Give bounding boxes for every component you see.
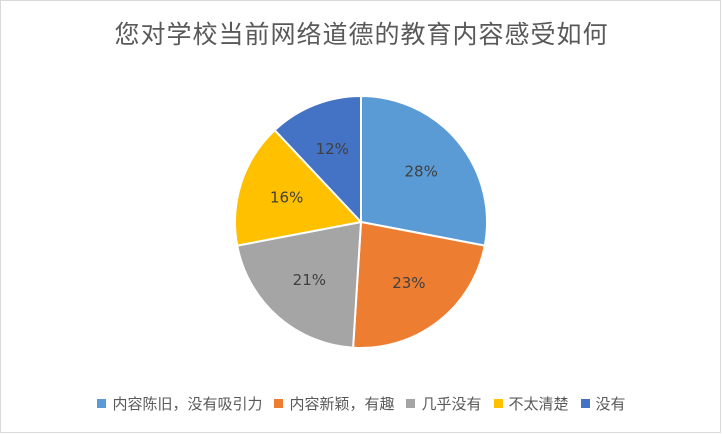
legend-label: 不太清楚 <box>508 395 569 413</box>
legend-item: 内容陈旧，没有吸引力 <box>97 393 262 414</box>
pie-slice <box>360 94 488 247</box>
chart-title: 您对学校当前网络道德的教育内容感受如何 <box>114 20 609 49</box>
slice-data-label: 16% <box>270 188 303 206</box>
pie-slice <box>234 128 363 247</box>
legend-item: 没有 <box>580 393 626 414</box>
legend-label: 内容陈旧，没有吸引力 <box>112 395 263 413</box>
legend-item: 几乎没有 <box>406 393 482 414</box>
legend-swatch <box>274 399 284 408</box>
slice-data-label: 28% <box>405 163 438 181</box>
legend: 内容陈旧，没有吸引力 内容新颖，有趣 几乎没有 不太清楚 没有 <box>1 393 722 414</box>
legend-swatch <box>580 399 590 408</box>
slice-data-label: 21% <box>293 271 326 289</box>
legend-item: 内容新颖，有趣 <box>274 393 394 414</box>
legend-swatch <box>493 399 503 408</box>
legend-label: 几乎没有 <box>421 395 482 413</box>
legend-item: 不太清楚 <box>493 393 569 414</box>
slice-data-label: 23% <box>392 274 425 292</box>
slice-data-label: 12% <box>316 140 349 158</box>
legend-swatch <box>97 399 107 408</box>
pie-slice <box>352 220 486 349</box>
legend-swatch <box>406 399 416 408</box>
pie-slice <box>236 220 363 349</box>
legend-label: 没有 <box>595 395 626 413</box>
pie-slice <box>273 94 362 225</box>
legend-label: 内容新颖，有趣 <box>289 395 395 413</box>
